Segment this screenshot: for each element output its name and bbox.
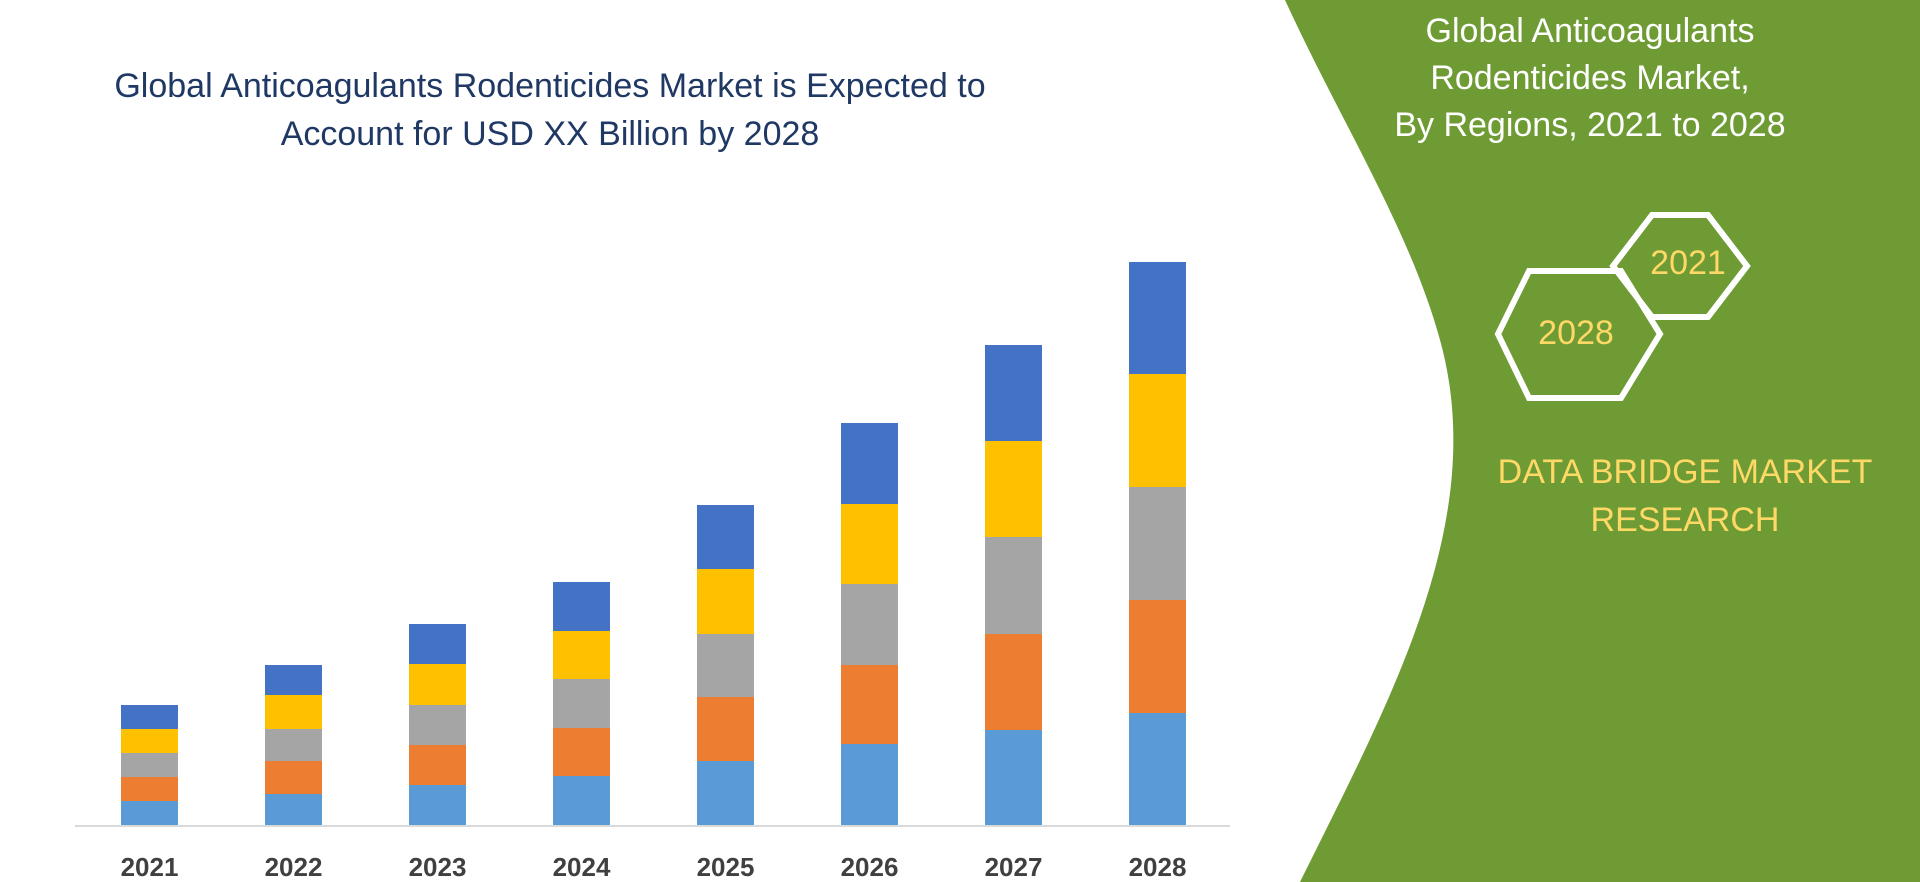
bar-2028-segment-1 [1129, 713, 1186, 825]
bar-2022-segment-3 [265, 729, 322, 761]
bar-2027-segment-2 [985, 634, 1042, 730]
side-panel-title: Global Anticoagulants Rodenticides Marke… [1370, 8, 1810, 149]
brand-line-2: RESEARCH [1590, 501, 1780, 539]
hexagon-2021-icon [1609, 212, 1751, 320]
bar-2026-segment-3 [841, 584, 898, 665]
bar-2022-segment-4 [265, 695, 322, 729]
side-title-line-1: Global Anticoagulants [1425, 12, 1755, 50]
x-tick-label-2026: 2026 [841, 852, 899, 882]
bar-2024-segment-4 [553, 631, 610, 679]
bar-2024-segment-2 [553, 728, 610, 776]
bar-2026-segment-5 [841, 423, 898, 504]
bar-2022-segment-5 [265, 665, 322, 695]
chart-title: Global Anticoagulants Rodenticides Marke… [110, 62, 990, 158]
bar-2021-segment-2 [121, 777, 178, 801]
hexagon-2028-label: 2028 [1538, 314, 1614, 352]
side-title-line-2: Rodenticides Market, [1430, 59, 1750, 97]
bar-2023-segment-5 [409, 624, 466, 664]
chart-title-line-2: Account for USD XX Billion by 2028 [280, 115, 820, 153]
bar-2023-segment-2 [409, 745, 466, 785]
side-title-line-3: By Regions, 2021 to 2028 [1394, 106, 1786, 144]
bar-2021-segment-1 [121, 801, 178, 825]
x-tick-labels: 2021 2022 2023 2024 2025 2026 2027 2028 [121, 852, 1187, 882]
x-tick-label-2023: 2023 [409, 852, 467, 882]
bar-2021-segment-4 [121, 729, 178, 753]
bar-2026-segment-1 [841, 744, 898, 825]
bar-2024-segment-5 [553, 582, 610, 631]
bar-2022-segment-1 [265, 794, 322, 825]
bar-2027-segment-1 [985, 730, 1042, 825]
bar-2028-segment-4 [1129, 374, 1186, 487]
x-tick-label-2022: 2022 [265, 852, 323, 882]
bar-2025-segment-2 [697, 697, 754, 761]
bar-2028-segment-5 [1129, 262, 1186, 374]
bar-2023-segment-3 [409, 705, 466, 745]
x-tick-label-2021: 2021 [121, 852, 179, 882]
brand-line-1: DATA BRIDGE MARKET [1497, 453, 1873, 491]
bar-2024-segment-1 [553, 776, 610, 825]
bar-2023-segment-1 [409, 785, 466, 825]
bar-2027-segment-5 [985, 345, 1042, 441]
hexagon-2028-icon [1494, 268, 1664, 401]
bar-2025-segment-4 [697, 569, 754, 634]
bar-2025-segment-5 [697, 505, 754, 569]
x-tick-label-2024: 2024 [553, 852, 611, 882]
bar-2026-segment-2 [841, 665, 898, 744]
brand-name: DATA BRIDGE MARKET RESEARCH [1470, 448, 1900, 544]
hexagon-2021-label: 2021 [1650, 244, 1726, 282]
bar-2027-segment-3 [985, 537, 1042, 634]
year-hexagons [1494, 212, 1751, 401]
bar-2025-segment-3 [697, 634, 754, 697]
bar-2022-segment-2 [265, 761, 322, 794]
bar-2021-segment-5 [121, 705, 178, 729]
bar-2021-segment-3 [121, 753, 178, 777]
chart-title-line-1: Global Anticoagulants Rodenticides Marke… [114, 67, 986, 105]
bar-2027-segment-4 [985, 441, 1042, 537]
bar-2028-segment-3 [1129, 487, 1186, 600]
bar-2024-segment-3 [553, 679, 610, 728]
bar-2026-segment-4 [841, 504, 898, 584]
x-tick-label-2028: 2028 [1129, 852, 1187, 882]
bar-2028-segment-2 [1129, 600, 1186, 713]
bars-group [121, 262, 1186, 825]
green-side-panel [1285, 0, 1920, 882]
x-tick-label-2025: 2025 [697, 852, 755, 882]
x-tick-label-2027: 2027 [985, 852, 1043, 882]
bar-2025-segment-1 [697, 761, 754, 825]
bar-2023-segment-4 [409, 664, 466, 705]
